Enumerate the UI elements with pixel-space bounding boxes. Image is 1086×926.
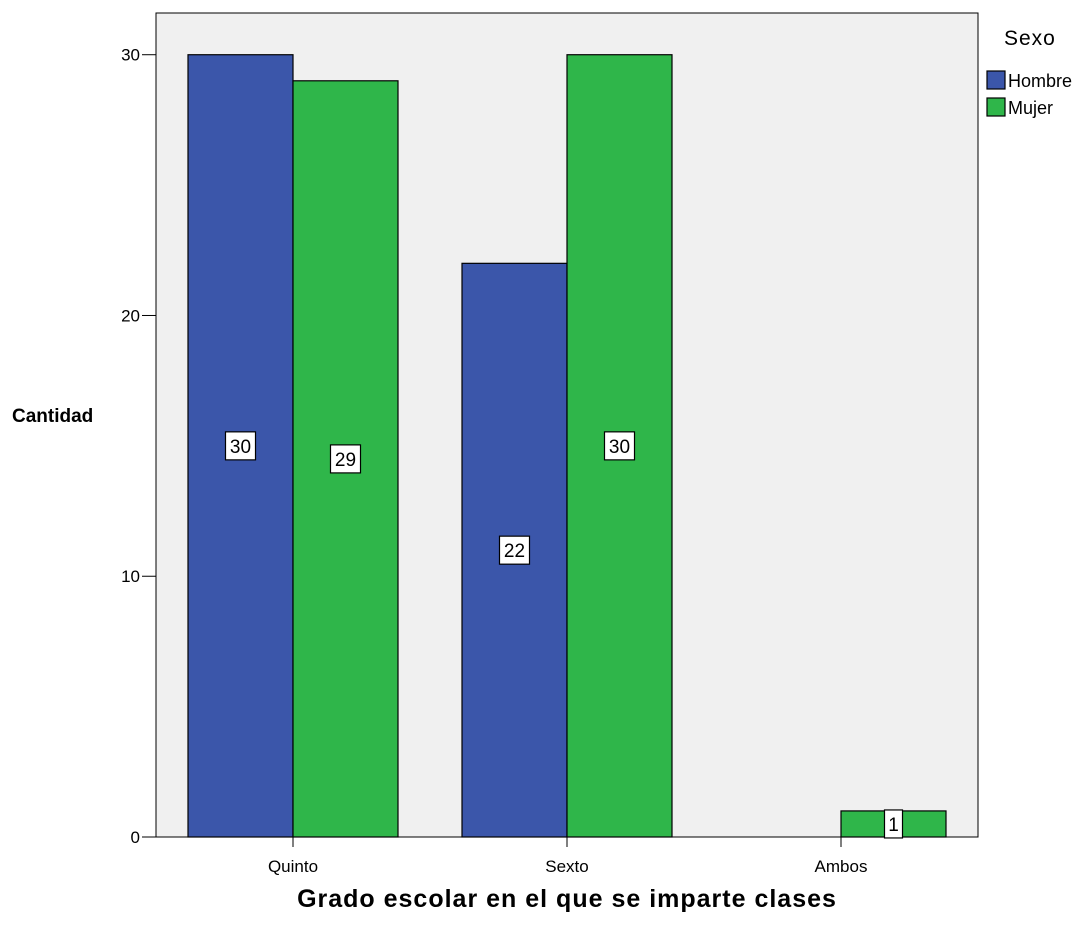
data-label: 22 bbox=[504, 541, 525, 562]
data-label-box bbox=[329, 444, 362, 474]
data-label: 30 bbox=[230, 437, 251, 458]
data-label-box bbox=[883, 809, 904, 839]
data-labels: 30 22 29 30 1 bbox=[224, 431, 904, 839]
legend: Sexo Hombre Mujer bbox=[986, 27, 1072, 118]
legend-label: Hombre bbox=[1008, 71, 1072, 91]
y-axis-label: Cantidad bbox=[12, 406, 93, 427]
legend-title: Sexo bbox=[1004, 27, 1056, 50]
y-tick-label: 20 bbox=[121, 306, 140, 325]
x-tick-label: Quinto bbox=[268, 857, 318, 876]
y-tick-label: 10 bbox=[121, 567, 140, 586]
x-tick-label: Sexto bbox=[545, 857, 588, 876]
data-label-box bbox=[498, 535, 531, 565]
x-axis-label: Grado escolar en el que se imparte clase… bbox=[297, 885, 837, 913]
y-axis: 0 10 20 30 bbox=[121, 46, 156, 847]
data-label: 29 bbox=[335, 450, 356, 471]
legend-swatch bbox=[986, 70, 1006, 90]
data-label-box bbox=[603, 431, 636, 461]
data-label: 1 bbox=[888, 815, 899, 836]
legend-label: Mujer bbox=[1008, 98, 1053, 118]
data-label: 30 bbox=[609, 437, 630, 458]
x-axis: Quinto Sexto Ambos bbox=[268, 837, 868, 876]
data-label-box bbox=[224, 431, 257, 461]
legend-swatch bbox=[986, 97, 1006, 117]
x-tick-label: Ambos bbox=[815, 857, 868, 876]
y-tick-label: 30 bbox=[121, 46, 140, 65]
y-tick-label: 0 bbox=[131, 828, 140, 847]
